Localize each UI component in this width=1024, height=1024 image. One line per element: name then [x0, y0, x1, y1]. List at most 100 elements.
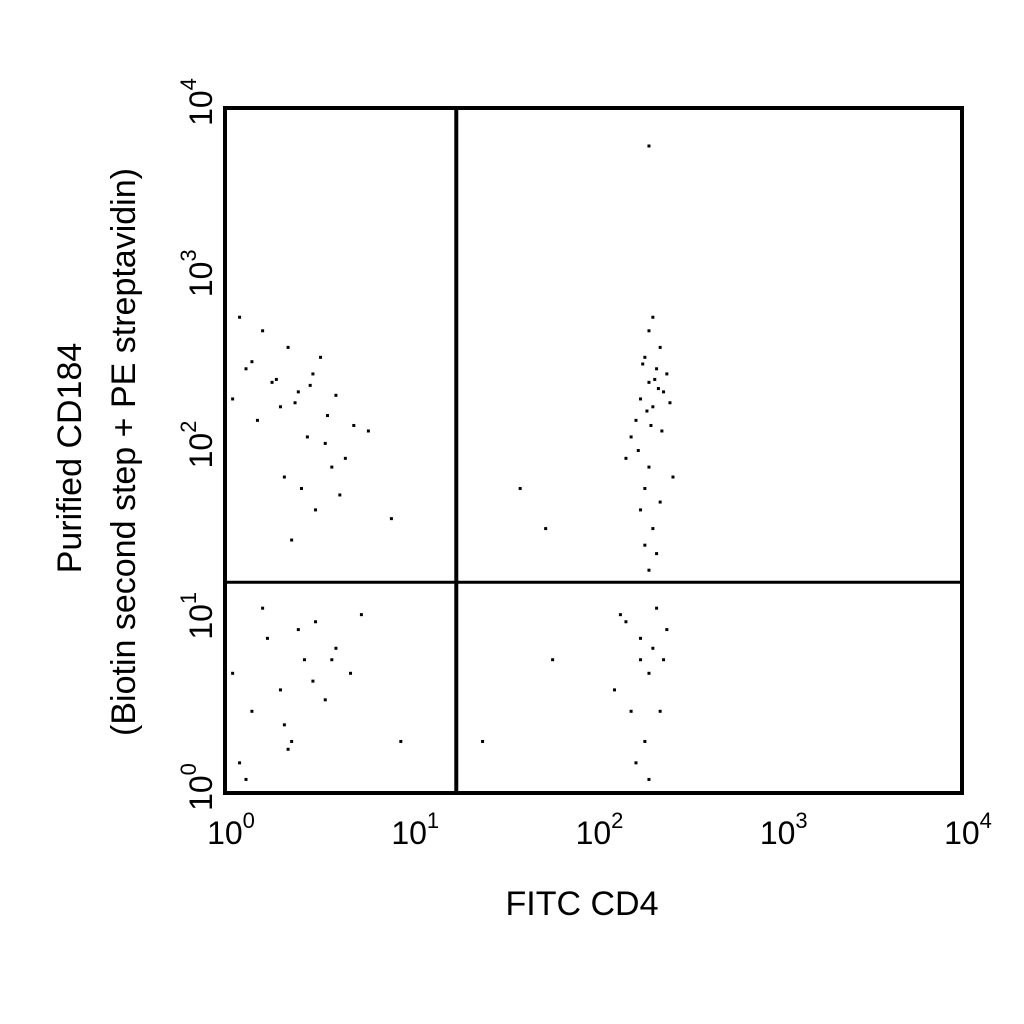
data-point — [261, 606, 265, 610]
data-point — [647, 144, 651, 148]
data-point — [544, 527, 548, 531]
data-point — [658, 345, 662, 349]
data-point — [290, 739, 294, 743]
data-point — [389, 517, 393, 521]
data-point — [308, 383, 312, 387]
tick-exponent: 4 — [980, 808, 992, 833]
data-point — [651, 405, 655, 409]
data-point — [311, 679, 315, 683]
y-axis-label: Purified CD184 — [51, 343, 89, 574]
data-point — [612, 688, 616, 692]
data-point — [293, 401, 297, 405]
data-point — [278, 688, 282, 692]
data-point — [349, 671, 353, 675]
data-point — [330, 658, 334, 662]
data-point — [651, 527, 655, 531]
tick-label: 100 — [207, 808, 255, 852]
data-point — [255, 418, 259, 422]
data-point — [629, 709, 633, 713]
tick-base: 10 — [760, 815, 796, 851]
tick-label: 101 — [176, 592, 220, 640]
data-point — [518, 486, 522, 490]
data-point — [314, 620, 318, 624]
tick-exponent: 2 — [611, 808, 623, 833]
data-point — [359, 613, 363, 617]
data-point — [643, 486, 647, 490]
data-point — [305, 435, 309, 439]
plot-frame — [223, 106, 964, 795]
data-point — [325, 414, 329, 418]
data-point — [250, 360, 254, 364]
data-point — [624, 620, 628, 624]
tick-base: 10 — [183, 262, 219, 298]
data-point — [270, 380, 274, 384]
data-point — [311, 372, 315, 376]
data-point — [643, 543, 647, 547]
data-point — [655, 367, 659, 371]
data-point — [618, 613, 622, 617]
data-point — [296, 628, 300, 632]
data-point — [244, 777, 248, 781]
data-point — [647, 777, 651, 781]
data-point — [651, 315, 655, 319]
y-axis-label: (Biotin second step + PE streptavidin) — [105, 168, 143, 736]
tick-exponent: 1 — [176, 592, 201, 604]
x-axis-label: FITC CD4 — [506, 885, 659, 923]
tick-exponent: 4 — [176, 78, 201, 90]
data-point — [334, 393, 338, 397]
data-point — [278, 405, 282, 409]
data-point — [261, 329, 265, 333]
tick-exponent: 0 — [243, 808, 255, 833]
data-point — [671, 475, 675, 479]
data-point — [286, 345, 290, 349]
tick-exponent: 2 — [176, 421, 201, 433]
tick-base: 10 — [944, 815, 980, 851]
data-point — [656, 387, 660, 391]
data-point — [645, 409, 649, 413]
tick-base: 10 — [391, 815, 427, 851]
data-point — [238, 761, 242, 765]
data-point — [649, 423, 653, 427]
data-point — [238, 315, 242, 319]
data-point — [639, 658, 643, 662]
data-point — [366, 429, 370, 433]
data-point — [647, 671, 651, 675]
data-point — [338, 493, 342, 497]
data-point — [647, 465, 651, 469]
tick-base: 10 — [183, 775, 219, 811]
data-point — [662, 658, 666, 662]
data-point — [343, 456, 347, 460]
data-point — [334, 646, 338, 650]
data-point — [624, 456, 628, 460]
data-point — [636, 449, 640, 452]
data-point — [330, 465, 334, 469]
data-point — [643, 355, 647, 359]
tick-label: 102 — [576, 808, 624, 852]
data-point — [639, 508, 643, 512]
data-point — [244, 367, 248, 371]
data-point — [274, 377, 278, 381]
tick-base: 10 — [183, 433, 219, 469]
tick-exponent: 0 — [176, 763, 201, 775]
data-point — [290, 538, 294, 542]
data-point — [665, 628, 669, 632]
data-point — [647, 329, 651, 333]
data-point — [352, 423, 356, 427]
tick-label: 103 — [176, 249, 220, 297]
data-point — [319, 355, 323, 359]
tick-base: 10 — [183, 604, 219, 640]
data-point — [634, 418, 638, 422]
data-point — [282, 723, 286, 727]
tick-exponent: 1 — [427, 808, 439, 833]
data-point — [658, 500, 662, 504]
data-point — [314, 508, 318, 512]
tick-base: 10 — [207, 815, 243, 851]
data-point — [647, 380, 651, 384]
data-point — [551, 658, 555, 662]
data-point — [662, 390, 666, 394]
data-point — [282, 475, 286, 479]
data-point — [639, 636, 643, 640]
tick-label: 104 — [176, 78, 220, 126]
data-point — [658, 709, 662, 713]
